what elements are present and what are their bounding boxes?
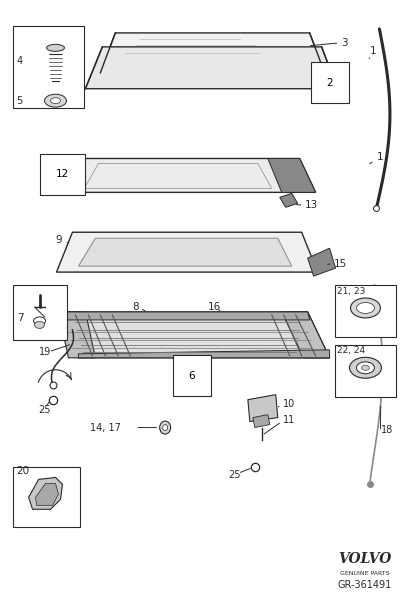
Ellipse shape [351,298,381,318]
Ellipse shape [34,317,46,325]
Text: 25: 25 [39,404,51,415]
Ellipse shape [163,424,168,430]
Polygon shape [248,395,278,421]
Text: 15: 15 [334,259,347,269]
Polygon shape [268,159,316,192]
Ellipse shape [356,362,374,374]
Ellipse shape [46,44,65,51]
Text: 12: 12 [56,169,69,180]
Text: 1: 1 [376,153,383,162]
Text: 6: 6 [189,371,195,381]
FancyBboxPatch shape [13,26,84,108]
Text: 14, 17: 14, 17 [90,423,121,433]
Polygon shape [85,47,337,89]
Text: VOLVO: VOLVO [338,552,391,566]
Text: 18: 18 [381,424,394,435]
Polygon shape [308,248,335,276]
Polygon shape [36,483,58,505]
Ellipse shape [44,94,67,107]
Polygon shape [58,312,330,358]
Text: 21, 23: 21, 23 [337,287,365,296]
Polygon shape [58,312,309,320]
Text: GR-361491: GR-361491 [337,580,392,590]
Text: 10: 10 [283,398,295,409]
Text: 1: 1 [369,46,376,56]
FancyBboxPatch shape [335,285,396,337]
Text: 16: 16 [208,302,221,312]
Ellipse shape [356,302,374,314]
FancyBboxPatch shape [13,468,81,527]
Text: 5: 5 [16,96,23,106]
Text: 3: 3 [342,38,348,48]
Text: 9: 9 [55,235,62,245]
Polygon shape [69,159,316,192]
Text: 2: 2 [326,78,333,88]
Text: 8: 8 [132,302,139,312]
Ellipse shape [35,322,44,328]
Polygon shape [29,477,62,509]
FancyBboxPatch shape [335,345,396,397]
Text: 25: 25 [228,471,240,480]
Text: 7: 7 [16,313,23,323]
FancyBboxPatch shape [13,285,67,340]
Polygon shape [100,33,325,73]
Ellipse shape [361,365,369,370]
Text: 13: 13 [305,200,318,210]
Ellipse shape [51,98,60,103]
Polygon shape [56,232,318,272]
Text: 19: 19 [39,347,51,357]
Polygon shape [253,415,270,427]
Ellipse shape [349,358,381,378]
Text: GENUINE PARTS: GENUINE PARTS [340,570,389,576]
Polygon shape [79,238,292,266]
Text: 22, 24: 22, 24 [337,346,365,355]
Text: 4: 4 [16,56,23,66]
Ellipse shape [159,421,171,434]
Text: 11: 11 [283,415,295,424]
Text: 20: 20 [16,466,30,477]
Polygon shape [58,312,95,358]
Polygon shape [282,312,330,358]
Polygon shape [79,350,330,358]
Polygon shape [280,194,298,207]
